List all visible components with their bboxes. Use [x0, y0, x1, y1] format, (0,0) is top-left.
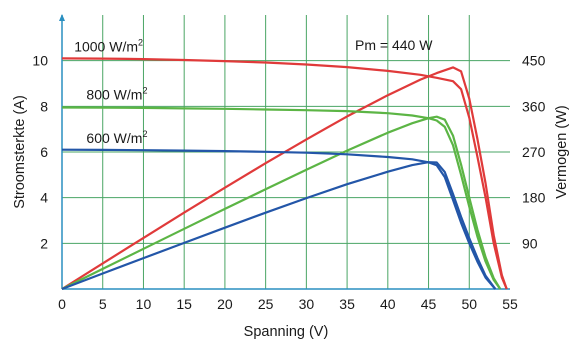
x-tick-label: 55	[502, 296, 518, 312]
y-axis-arrow-icon	[59, 14, 65, 21]
y2-tick-label: 360	[522, 98, 546, 114]
axes	[59, 14, 510, 290]
y2-tick-label: 270	[522, 144, 546, 160]
series-label-sup: 2	[138, 38, 143, 48]
curves	[61, 57, 508, 291]
y-tick-label: 4	[40, 190, 48, 206]
x-tick-label: 35	[339, 296, 355, 312]
y-axis-label: Stroomsterkte (A)	[12, 95, 28, 209]
y2-tick-label: 450	[522, 53, 546, 69]
x-tick-label: 15	[176, 296, 192, 312]
iv-curve	[61, 148, 497, 290]
power-curve	[61, 161, 497, 291]
iv-curve	[61, 106, 502, 290]
pm-annotation: Pm = 440 W	[355, 37, 433, 53]
series-label-main: 1000 W/m	[74, 39, 138, 55]
y-tick-label: 2	[40, 235, 48, 251]
y2-tick-label: 180	[522, 190, 546, 206]
series-label-main: 600 W/m	[86, 130, 142, 146]
series-label-main: 800 W/m	[86, 86, 142, 102]
series-label-sup: 2	[142, 129, 147, 139]
series-label-600: 600 W/m2	[86, 129, 147, 146]
y2-tick-label: 90	[522, 235, 538, 251]
series-label-800: 800 W/m2	[86, 85, 147, 102]
x-tick-label: 0	[58, 296, 66, 312]
y2-axis-label: Vermogen (W)	[554, 105, 570, 198]
x-tick-label: 30	[299, 296, 315, 312]
x-tick-label: 45	[421, 296, 437, 312]
series-label-1000: 1000 W/m2	[74, 38, 143, 55]
y-tick-label: 6	[40, 144, 48, 160]
power-curve	[61, 66, 508, 290]
x-tick-label: 5	[99, 296, 107, 312]
x-tick-label: 25	[258, 296, 274, 312]
x-axis-label: Spanning (V)	[244, 324, 329, 340]
x-tick-label: 10	[136, 296, 152, 312]
y-tick-label: 8	[40, 98, 48, 114]
series-label-sup: 2	[142, 85, 147, 95]
x-tick-label: 40	[380, 296, 396, 312]
tick-labels: 0 5 10 15 20 25 30 35 40 45 50 55 2 4 6 8 10 90 180 270 360 4…	[32, 53, 545, 312]
iv-curve	[61, 57, 508, 290]
x-tick-label: 50	[461, 296, 477, 312]
y-tick-label: 10	[32, 53, 48, 69]
x-tick-label: 20	[217, 296, 233, 312]
power-curve	[61, 115, 502, 290]
